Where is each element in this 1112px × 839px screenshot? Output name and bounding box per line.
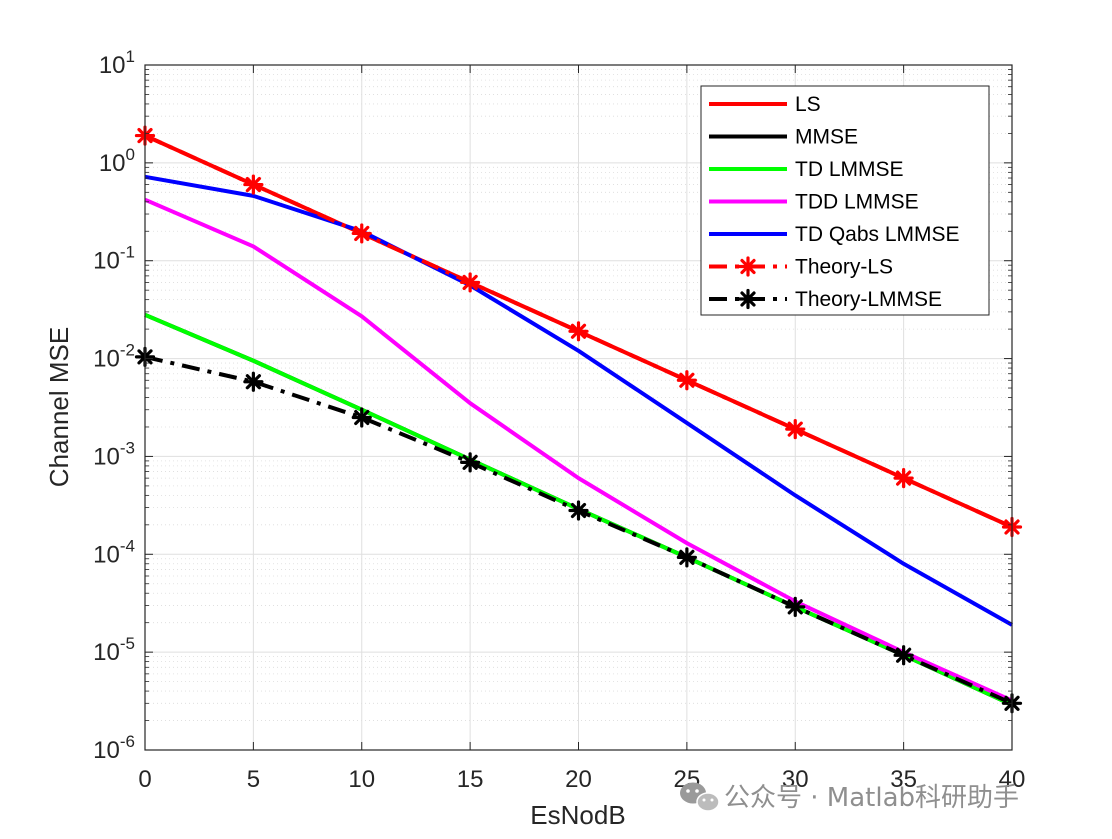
ticks-layer bbox=[144, 64, 1013, 751]
legend-label: Theory-LS bbox=[795, 256, 893, 279]
x-tick-label: 15 bbox=[457, 766, 484, 793]
minor-grid bbox=[145, 69, 1012, 721]
data-point-theory-ls bbox=[676, 370, 697, 391]
data-point-theory-ls bbox=[460, 272, 481, 293]
data-point-theory-ls bbox=[243, 174, 264, 195]
legend-entry-td-qabs-lmmse: TD Qabs LMMSE bbox=[709, 223, 960, 246]
legend-entry-mmse: MMSE bbox=[709, 126, 858, 149]
legend-label: LS bbox=[795, 93, 821, 116]
data-point-theory-lmmse bbox=[893, 645, 914, 666]
y-tick-label: 10-3 bbox=[93, 438, 135, 470]
legend-label: Theory-LMMSE bbox=[795, 288, 942, 311]
series-line-theory-ls bbox=[144, 133, 1013, 529]
data-point-theory-lmmse bbox=[460, 452, 481, 473]
wechat-icon bbox=[680, 782, 720, 812]
data-point-theory-ls bbox=[568, 321, 589, 342]
legend-entry-td-lmmse: TD LMMSE bbox=[709, 158, 904, 181]
legend-entry-theory-lmmse: Theory-LMMSE bbox=[709, 288, 942, 311]
x-tick-label: 40 bbox=[999, 766, 1026, 793]
series-tdd-lmmse bbox=[144, 197, 1013, 703]
watermark-text: 公众号 · Matlab科研助手 bbox=[724, 783, 1019, 813]
legend-entry-theory-ls: Theory-LS bbox=[709, 256, 893, 279]
data-point-theory-ls bbox=[893, 468, 914, 489]
data-point-theory-lmmse bbox=[676, 547, 697, 568]
legend-label: MMSE bbox=[795, 126, 858, 149]
y-axis-label: Channel MSE bbox=[44, 327, 74, 487]
data-point-theory-ls bbox=[351, 223, 372, 244]
x-tick-label: 5 bbox=[247, 766, 260, 793]
y-tick-label: 101 bbox=[99, 47, 135, 79]
y-tick-label: 10-5 bbox=[93, 634, 135, 666]
x-axis-label: EsNodB bbox=[530, 800, 625, 830]
data-point-theory-lmmse bbox=[243, 371, 264, 392]
x-tick-label: 10 bbox=[348, 766, 375, 793]
legend-marker bbox=[737, 288, 759, 310]
legend-label: TD LMMSE bbox=[795, 158, 904, 181]
x-tick-labels: 0 5 10 15 20 25 30 35 40 bbox=[138, 766, 1025, 793]
data-point-theory-ls bbox=[785, 419, 806, 440]
y-tick-label: 100 bbox=[99, 145, 135, 177]
watermark: 公众号 · Matlab科研助手 bbox=[680, 782, 1019, 813]
y-tick-label: 10-4 bbox=[93, 536, 135, 568]
x-tick-label: 30 bbox=[782, 766, 809, 793]
series-line-td-qabs-lmmse bbox=[144, 174, 1013, 627]
x-tick-label: 35 bbox=[890, 766, 917, 793]
y-tick-labels: 101 100 10-1 10-2 10-3 10-4 10-5 10-6 bbox=[93, 47, 135, 764]
legend-marker bbox=[737, 256, 759, 277]
legend-entry-ls: LS bbox=[709, 93, 821, 116]
legend: LS MMSE TD LMMSE TDD LMMSE TD Qabs LMMSE Theo… bbox=[700, 85, 990, 316]
series-line-tdd-lmmse bbox=[144, 197, 1013, 703]
legend-label: TDD LMMSE bbox=[795, 191, 919, 214]
data-point-theory-lmmse bbox=[785, 596, 806, 617]
y-tick-label: 10-2 bbox=[93, 341, 135, 373]
x-tick-label: 0 bbox=[138, 766, 151, 793]
legend-label: TD Qabs LMMSE bbox=[795, 223, 960, 246]
y-tick-label: 10-1 bbox=[93, 243, 135, 275]
y-tick-label: 10-6 bbox=[93, 732, 135, 764]
series-td-qabs-lmmse bbox=[144, 174, 1013, 627]
legend-entry-tdd-lmmse: TDD LMMSE bbox=[709, 191, 919, 214]
data-point-theory-lmmse bbox=[351, 407, 372, 428]
data-point-theory-lmmse bbox=[568, 500, 589, 521]
x-tick-label: 20 bbox=[565, 766, 592, 793]
